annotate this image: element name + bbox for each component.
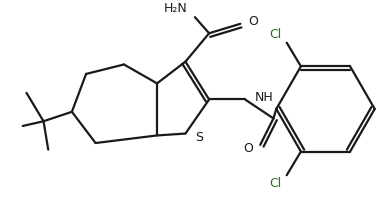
Text: O: O	[243, 142, 253, 155]
Text: S: S	[195, 131, 203, 144]
Text: NH: NH	[255, 91, 273, 104]
Text: Cl: Cl	[269, 28, 281, 41]
Text: O: O	[248, 15, 258, 28]
Text: Cl: Cl	[269, 177, 281, 190]
Text: H₂N: H₂N	[164, 2, 187, 15]
